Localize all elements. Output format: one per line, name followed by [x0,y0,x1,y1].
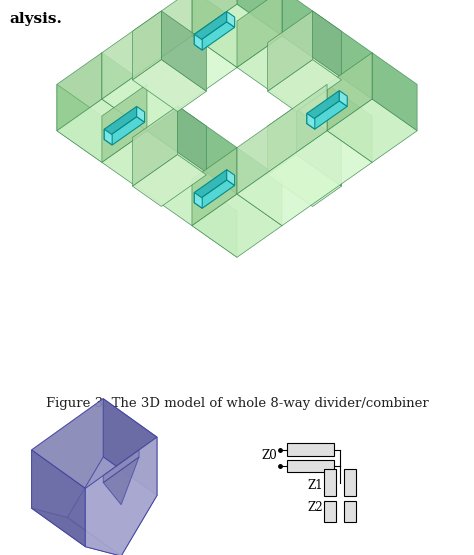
Polygon shape [194,170,227,203]
Polygon shape [237,148,282,226]
Polygon shape [192,0,237,68]
Polygon shape [327,53,372,131]
Bar [287,460,334,472]
Polygon shape [307,113,315,129]
Polygon shape [268,11,313,92]
Polygon shape [194,12,227,44]
Polygon shape [237,0,282,36]
Text: Z2: Z2 [308,501,323,514]
Bar [324,469,336,496]
Polygon shape [227,12,235,27]
Polygon shape [327,84,372,163]
Polygon shape [339,90,347,107]
Polygon shape [133,155,206,206]
Polygon shape [103,457,139,504]
Polygon shape [102,0,192,99]
Polygon shape [133,60,206,112]
Polygon shape [194,34,202,50]
Polygon shape [192,4,282,68]
Polygon shape [57,84,102,163]
Polygon shape [372,53,417,131]
Polygon shape [103,450,139,482]
Polygon shape [192,0,237,36]
Polygon shape [282,0,372,99]
Bar [287,443,334,456]
Polygon shape [268,155,341,206]
Polygon shape [137,107,145,122]
Polygon shape [237,84,327,194]
Polygon shape [102,36,237,131]
Polygon shape [161,11,206,92]
Text: Z0: Z0 [262,448,277,462]
Polygon shape [268,60,341,112]
Text: Figure 3. The 3D model of whole 8-way divider/combiner: Figure 3. The 3D model of whole 8-way di… [46,397,428,410]
Polygon shape [307,90,339,124]
Polygon shape [102,84,147,163]
Polygon shape [307,101,347,129]
Polygon shape [32,450,85,547]
Polygon shape [104,117,145,145]
Polygon shape [133,106,178,186]
Polygon shape [57,99,147,163]
Polygon shape [178,106,206,175]
Text: alysis.: alysis. [9,12,63,26]
Polygon shape [268,106,296,175]
Polygon shape [296,106,341,186]
Polygon shape [194,193,202,208]
Polygon shape [194,22,235,50]
Bar [344,469,356,496]
Polygon shape [192,194,282,258]
Text: Z1: Z1 [308,479,323,492]
Polygon shape [237,0,282,68]
Polygon shape [32,508,121,555]
Polygon shape [192,148,237,226]
Polygon shape [237,36,372,131]
Bar [324,501,336,522]
Polygon shape [192,179,237,258]
Polygon shape [32,398,157,488]
Polygon shape [103,398,157,496]
Polygon shape [227,170,235,185]
Polygon shape [104,107,137,139]
Polygon shape [327,99,417,163]
Bar [344,501,356,522]
Polygon shape [133,11,161,80]
Polygon shape [67,457,157,555]
Polygon shape [147,84,237,194]
Polygon shape [313,11,341,80]
Polygon shape [104,129,112,145]
Polygon shape [194,180,235,208]
Polygon shape [57,53,102,131]
Polygon shape [85,437,157,555]
Polygon shape [102,53,147,131]
Polygon shape [32,398,103,517]
Polygon shape [237,131,372,226]
Polygon shape [102,131,237,226]
